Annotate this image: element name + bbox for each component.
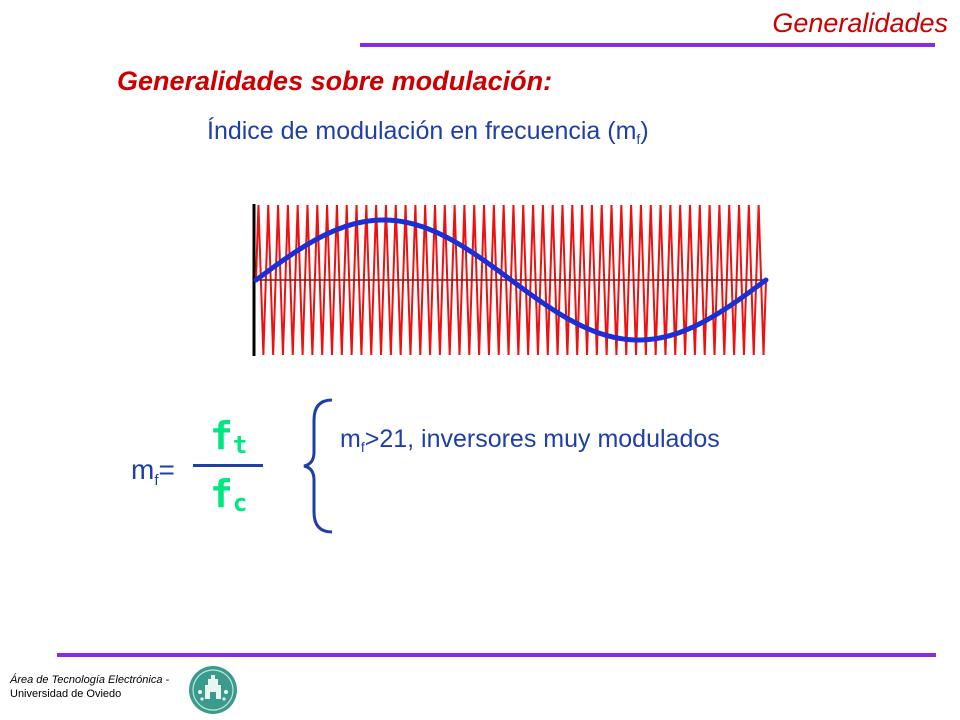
university-seal-icon — [189, 666, 237, 714]
footer-line-2: Universidad de Oviedo — [10, 688, 122, 700]
note-rest: >21, inversores muy modulados — [364, 425, 720, 453]
left-brace-icon — [303, 398, 333, 534]
numerator-main: f — [210, 414, 233, 458]
fraction-bar — [193, 464, 263, 467]
top-divider — [360, 43, 935, 47]
slide-subtitle: Índice de modulación en frecuencia (mf) — [207, 117, 649, 147]
fraction-numerator: ft — [210, 414, 247, 459]
denominator-main: f — [210, 472, 233, 516]
fraction-denominator: fc — [210, 472, 247, 517]
section-title: Generalidades — [772, 8, 948, 38]
pwm-waveform-figure — [252, 204, 769, 356]
subtitle-main: Índice de modulación en frecuencia (m — [207, 117, 637, 145]
mf-formula-lhs: mf= — [131, 454, 175, 489]
slide-title: Generalidades sobre modulación: — [117, 66, 553, 96]
modulation-note: mf>21, inversores muy modulados — [340, 425, 720, 455]
numerator-subscript: t — [232, 431, 248, 459]
modulating-wave — [253, 217, 769, 343]
bottom-divider — [57, 653, 936, 657]
subtitle-end: ) — [640, 117, 649, 145]
footer-affiliation: Área de Tecnología Electrónica - Univers… — [10, 673, 169, 701]
mf-lhs-subscript: f — [154, 472, 159, 489]
note-subscript: f — [360, 439, 365, 455]
note-main: m — [340, 425, 361, 453]
mf-lhs-main: m — [131, 454, 155, 485]
mf-lhs-equals: = — [158, 454, 175, 485]
footer-line-1: Área de Tecnología Electrónica - — [10, 674, 170, 686]
denominator-subscript: c — [232, 489, 248, 517]
subtitle-subscript: f — [636, 131, 641, 147]
